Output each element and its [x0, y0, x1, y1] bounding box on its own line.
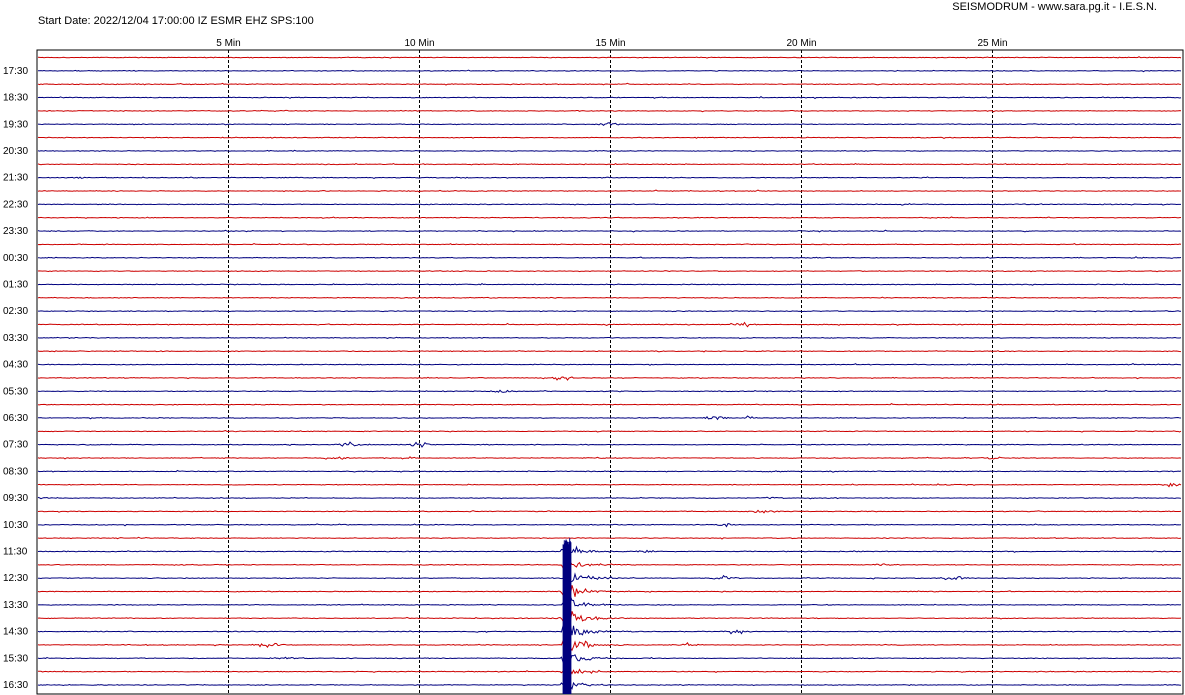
- trace-line: [37, 572, 1182, 591]
- x-tick-label: 20 Min: [786, 38, 816, 49]
- trace-layer: [37, 56, 1182, 691]
- trace-line: [37, 82, 1182, 86]
- row-time-label: 08:30: [3, 466, 28, 477]
- row-time-label: 15:30: [3, 653, 28, 664]
- row-time-label: 21:30: [3, 173, 28, 184]
- trace-line: [37, 310, 1182, 313]
- trace-line: [37, 509, 1182, 514]
- trace-line: [37, 363, 1182, 366]
- row-time-label: 05:30: [3, 386, 28, 397]
- trace-line: [37, 654, 1182, 668]
- row-time-label: 04:30: [3, 360, 28, 371]
- start-date-label: Start Date: 2022/12/04 17:00:00 IZ ESMR …: [38, 15, 314, 27]
- trace-line: [37, 430, 1182, 433]
- row-time-label: 11:30: [3, 547, 28, 558]
- trace-line: [38, 69, 1182, 73]
- trace-line: [37, 149, 1182, 152]
- trace-line: [37, 415, 1182, 421]
- row-time-label: 14:30: [3, 627, 28, 638]
- trace-line: [37, 637, 1182, 652]
- trace-line: [37, 536, 1182, 540]
- trace-line: [37, 469, 1182, 473]
- trace-line: [37, 350, 1182, 353]
- label-layer: 5 Min 10 Min 15 Min 20 Min 25 Min 17:30 18:30 1…: [3, 38, 1008, 691]
- row-time-label: 01:30: [3, 279, 28, 290]
- trace-line: [37, 456, 1182, 460]
- trace-line: [37, 667, 1182, 678]
- trace-line: [37, 296, 1182, 299]
- trace-line: [37, 162, 1182, 166]
- trace-line: [37, 242, 1182, 246]
- row-time-label: 13:30: [3, 600, 28, 611]
- credit-label: SEISMODRUM - www.sara.pg.it - I.E.S.N.: [952, 1, 1157, 13]
- trace-line: [37, 585, 1182, 597]
- trace-line: [37, 189, 1182, 193]
- trace-line: [37, 523, 1182, 528]
- row-time-label: 07:30: [3, 440, 28, 451]
- x-tick-label: 15 Min: [595, 38, 625, 49]
- trace-line: [37, 376, 1182, 381]
- row-time-label: 12:30: [3, 573, 28, 584]
- trace-line: [37, 229, 1182, 233]
- x-tick-label: 25 Min: [977, 38, 1007, 49]
- row-time-label: 23:30: [3, 226, 28, 237]
- row-time-label: 20:30: [3, 146, 28, 157]
- trace-line: [37, 256, 1182, 259]
- x-tick-label: 10 Min: [404, 38, 434, 49]
- row-time-label: 17:30: [3, 66, 28, 77]
- row-time-label: 19:30: [3, 119, 28, 130]
- trace-line: [37, 610, 1182, 628]
- row-time-label: 03:30: [3, 333, 28, 344]
- trace-line: [37, 216, 1182, 219]
- row-time-label: 00:30: [3, 253, 28, 264]
- trace-line: [37, 441, 1182, 448]
- row-time-label: 22:30: [3, 199, 28, 210]
- row-time-label: 06:30: [3, 413, 28, 424]
- row-time-label: 02:30: [3, 306, 28, 317]
- trace-line: [37, 403, 1182, 406]
- trace-line: [37, 681, 1182, 691]
- trace-line: [37, 176, 1182, 179]
- trace-line: [37, 619, 1182, 638]
- trace-line: [37, 594, 1182, 609]
- trace-line: [37, 559, 1182, 570]
- trace-line: [37, 270, 1182, 273]
- row-time-label: 16:30: [3, 680, 28, 691]
- trace-line: [37, 545, 1182, 555]
- trace-line: [37, 336, 1182, 340]
- trace-line: [37, 496, 1182, 500]
- trace-line: [37, 389, 1182, 393]
- trace-line: [37, 283, 1182, 286]
- trace-line: [37, 321, 1182, 328]
- trace-line: [37, 56, 1182, 59]
- trace-line: [37, 122, 1182, 126]
- row-time-label: 10:30: [3, 520, 28, 531]
- row-time-label: 18:30: [3, 93, 28, 104]
- earthquake-layer: [562, 538, 572, 694]
- grid-lines: [36, 49, 1184, 695]
- trace-line: [37, 482, 1182, 488]
- trace-line: [37, 136, 1182, 139]
- row-time-label: 09:30: [3, 493, 28, 504]
- trace-line: [37, 202, 1181, 206]
- trace-line: [37, 96, 1182, 100]
- trace-line: [37, 109, 1182, 113]
- x-tick-label: 5 Min: [216, 38, 240, 49]
